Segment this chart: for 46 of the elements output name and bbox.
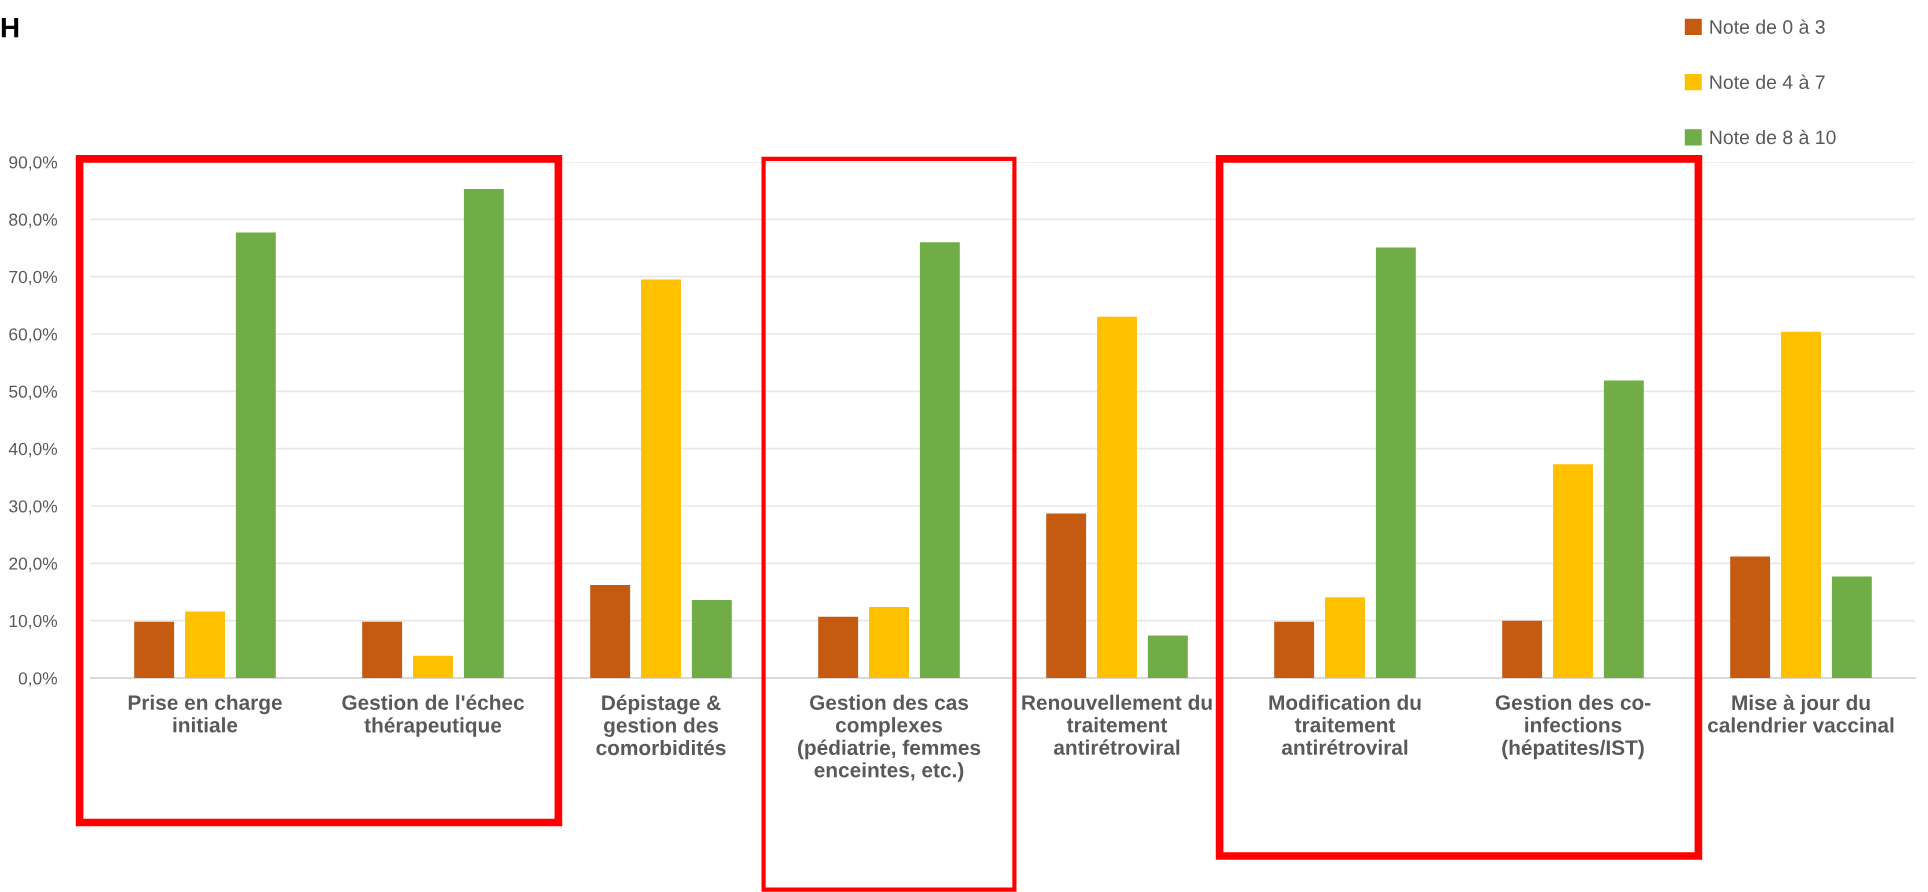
bar xyxy=(1097,316,1137,678)
x-tick-label: Gestion de l'échec thérapeutique xyxy=(342,694,525,737)
bar xyxy=(413,655,453,678)
y-tick-label: 10,0% xyxy=(9,614,58,630)
bar xyxy=(1730,556,1771,678)
y-tick-label: 90,0% xyxy=(9,156,58,171)
y-tick-label: 40,0% xyxy=(8,442,58,458)
bar xyxy=(1603,380,1644,678)
bar xyxy=(1831,576,1872,678)
x-tick-label: Gestion des cas complexes (pédiatrie, femmes enceintes, etc.) xyxy=(798,694,981,782)
legend-label: Note de 8 à 10 xyxy=(1710,129,1836,145)
y-tick-label: 70,0% xyxy=(9,270,58,286)
y-tick-label: 60,0% xyxy=(9,328,58,343)
x-tick-label: Modification du traitement antirétroviral xyxy=(1269,694,1421,755)
bar xyxy=(1781,331,1821,678)
bar xyxy=(869,606,909,678)
bar xyxy=(1147,635,1188,678)
bar xyxy=(1274,621,1315,678)
bar xyxy=(235,232,276,678)
bar xyxy=(641,279,681,678)
bar xyxy=(919,242,960,678)
bar xyxy=(1325,597,1365,678)
bar xyxy=(134,621,175,678)
bar xyxy=(1046,513,1087,678)
bar xyxy=(691,600,732,678)
bar xyxy=(362,621,403,678)
bar xyxy=(185,611,225,678)
y-tick-label: 80,0% xyxy=(9,213,58,228)
y-tick-label: 20,0% xyxy=(9,557,58,572)
legend-label: Note de 0 à 3 xyxy=(1710,19,1825,34)
bar xyxy=(818,616,859,678)
bar xyxy=(1375,247,1416,678)
bar xyxy=(590,585,631,678)
bar xyxy=(1502,620,1543,678)
x-tick-label: Prise en charge initiale xyxy=(128,694,282,733)
chart-title: H xyxy=(1,18,19,38)
bar xyxy=(1553,464,1593,678)
x-tick-label: Renouvellement du traitement antirétroviral xyxy=(1022,694,1212,755)
x-tick-label: Gestion des co- infections (hépatites/IST) xyxy=(1495,694,1651,760)
x-tick-label: Dépistage & gestion des comorbidités xyxy=(596,694,726,756)
bar xyxy=(463,188,504,678)
y-tick-label: 0,0% xyxy=(18,672,58,687)
x-tick-label: Mise à jour du calendrier vaccinal xyxy=(1708,694,1894,733)
legend-label: Note de 4 à 7 xyxy=(1710,74,1825,90)
y-tick-label: 30,0% xyxy=(9,500,58,515)
y-tick-label: 50,0% xyxy=(9,385,58,400)
